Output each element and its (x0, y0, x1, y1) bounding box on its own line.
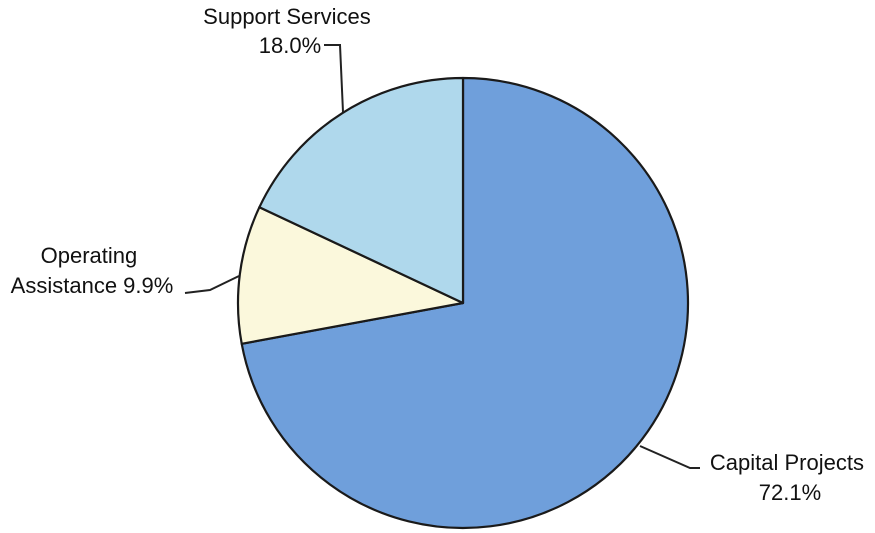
pie-slices (236, 76, 690, 530)
label-operating-assistance-line2: Assistance 9.9% (11, 273, 174, 298)
label-support-services: Support Services 18.0% (203, 4, 377, 58)
pie-slice-support-services (258, 76, 465, 305)
leader-line-support-services (324, 44, 344, 113)
pie-slice-operating-assistance (236, 206, 465, 345)
label-capital-projects-line1: Capital Projects (710, 450, 864, 475)
label-capital-projects: Capital Projects 72.1% (710, 450, 870, 505)
label-operating-assistance-line1: Operating (41, 243, 138, 268)
label-support-services-line1: Support Services (203, 4, 371, 29)
label-operating-assistance: Operating Assistance 9.9% (11, 243, 174, 298)
label-capital-projects-line2: 72.1% (759, 480, 821, 505)
leader-line-operating-assistance (184, 275, 240, 294)
pie-slice-capital-projects (240, 76, 690, 530)
label-support-services-line2: 18.0% (259, 33, 321, 58)
leader-line-capital-projects (639, 445, 700, 469)
